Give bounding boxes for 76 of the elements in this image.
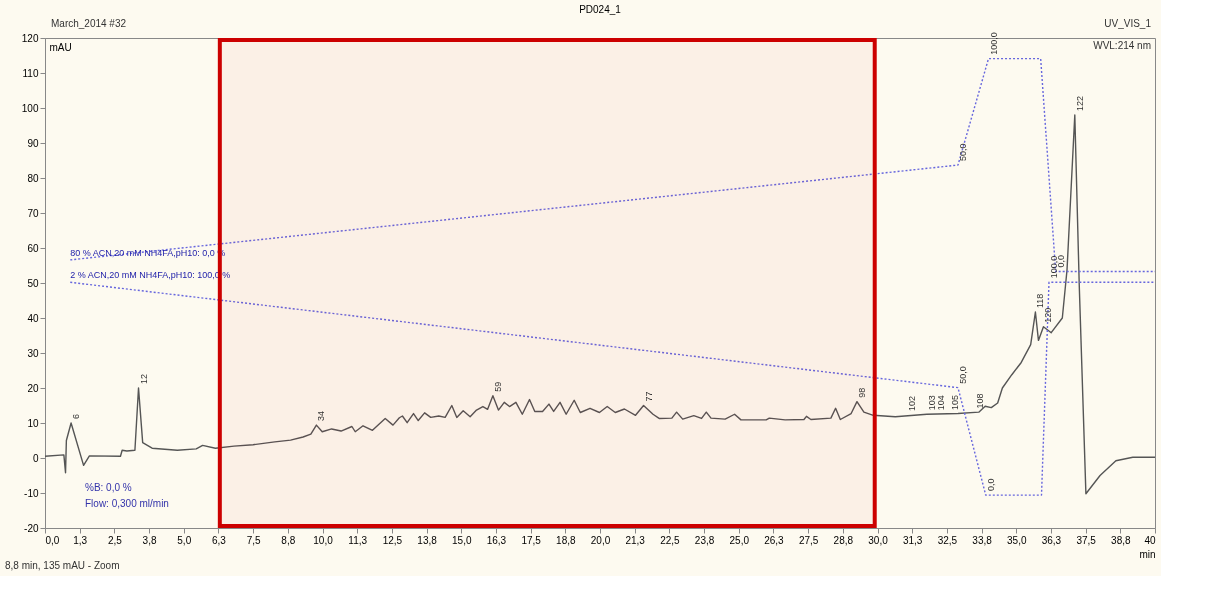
x-tick-label: 20,0 xyxy=(590,534,611,546)
y-tick-label: 80 xyxy=(27,172,39,184)
annotation: Flow: 0,300 ml/min xyxy=(85,498,169,509)
annotation: 105 xyxy=(949,394,960,410)
x-tick-label: 6,3 xyxy=(211,534,227,546)
x-tick-label: 21,3 xyxy=(625,534,646,546)
x-tick-label: 26,3 xyxy=(764,534,785,546)
y-tick-label: 40 xyxy=(27,312,39,324)
x-tick-label: 8,8 xyxy=(281,534,296,546)
annotation: 50,0 xyxy=(957,143,968,162)
annotation: 100,0 xyxy=(988,32,999,55)
x-tick-label: 35,0 xyxy=(1007,534,1027,546)
x-tick-label: 38,8 xyxy=(1111,534,1131,546)
x-tick-label: 23,8 xyxy=(694,534,715,546)
annotation: 104 xyxy=(935,395,946,411)
x-tick-label: 25,0 xyxy=(729,534,750,546)
y-tick-label: -20 xyxy=(24,522,39,534)
x-tick-label: 11,3 xyxy=(348,534,368,546)
annotation: 108 xyxy=(974,393,985,409)
x-tick-label: 32,5 xyxy=(937,534,958,546)
y-tick-label: 10 xyxy=(27,417,39,429)
x-axis-title: min xyxy=(1139,548,1156,560)
y-tick-label: 100 xyxy=(21,102,39,114)
x-tick-label: 37,5 xyxy=(1076,534,1097,546)
y-tick-label: -10 xyxy=(24,487,39,499)
x-tick-label: 31,3 xyxy=(902,534,923,546)
x-tick-label: 5,0 xyxy=(177,534,192,546)
annotation: 59 xyxy=(492,381,503,392)
x-tick-label: 2,5 xyxy=(107,534,123,546)
x-tick-label: 1,3 xyxy=(73,534,88,546)
y-tick-label: 60 xyxy=(27,242,39,254)
y-tick-label: 90 xyxy=(27,137,39,149)
y-tick-label: 30 xyxy=(27,347,39,359)
x-tick-label: 33,8 xyxy=(972,534,993,546)
chart-title: PD024_1 xyxy=(579,4,622,15)
x-tick-label: 22,5 xyxy=(660,534,681,546)
x-tick-label: 10,0 xyxy=(313,534,334,546)
y-tick-label: 70 xyxy=(27,207,39,219)
x-tick-label: 3,8 xyxy=(142,534,157,546)
x-tick-label: 27,5 xyxy=(798,534,819,546)
x-tick-label: 17,5 xyxy=(521,534,542,546)
annotation: 103 xyxy=(927,395,938,411)
annotation: 0,0 xyxy=(985,478,996,492)
text: UV_VIS_1 xyxy=(1104,18,1152,29)
y-tick-label: 110 xyxy=(22,67,39,79)
annotation: 102 xyxy=(906,395,917,411)
text: March_2014 #32 xyxy=(51,18,127,29)
x-tick-label: 36,3 xyxy=(1041,534,1062,546)
y-tick-label: 120 xyxy=(21,32,39,44)
annotation: WVL:214 nm xyxy=(1093,40,1151,51)
y-tick-label: 50 xyxy=(27,277,39,289)
x-tick-label: 7,5 xyxy=(246,534,262,546)
annotation: 118 xyxy=(1035,293,1046,309)
annotation: 12 xyxy=(138,373,149,384)
line-series xyxy=(44,114,1156,495)
y-tick-label: 0 xyxy=(32,452,39,464)
x-tick-label: 16,3 xyxy=(486,534,507,546)
annotation: 50,0 xyxy=(957,366,968,384)
x-tick-label: 0,0 xyxy=(45,534,60,546)
x-tick-label: 30,0 xyxy=(868,534,889,546)
annotation: 34 xyxy=(316,411,327,422)
x-tick-label: 12,5 xyxy=(382,534,403,546)
annotation: 77 xyxy=(643,391,654,402)
annotation: %B: 0,0 % xyxy=(85,482,132,493)
annotation: 120 xyxy=(1043,307,1054,323)
y-axis-title: mAU xyxy=(49,41,72,53)
annotation: 6 xyxy=(71,413,82,419)
annotation: 98 xyxy=(856,387,867,398)
y-tick-label: 20 xyxy=(27,382,39,394)
x-tick-label: 18,8 xyxy=(556,534,576,546)
annotation: 122 xyxy=(1074,95,1085,111)
x-tick-label: 40 xyxy=(1144,534,1156,546)
x-tick-label: 28,8 xyxy=(833,534,854,546)
text: 8,8 min, 135 mAU - Zoom xyxy=(5,560,120,571)
x-tick-label: 15,0 xyxy=(452,534,472,546)
x-tick-label: 13,8 xyxy=(417,534,438,546)
